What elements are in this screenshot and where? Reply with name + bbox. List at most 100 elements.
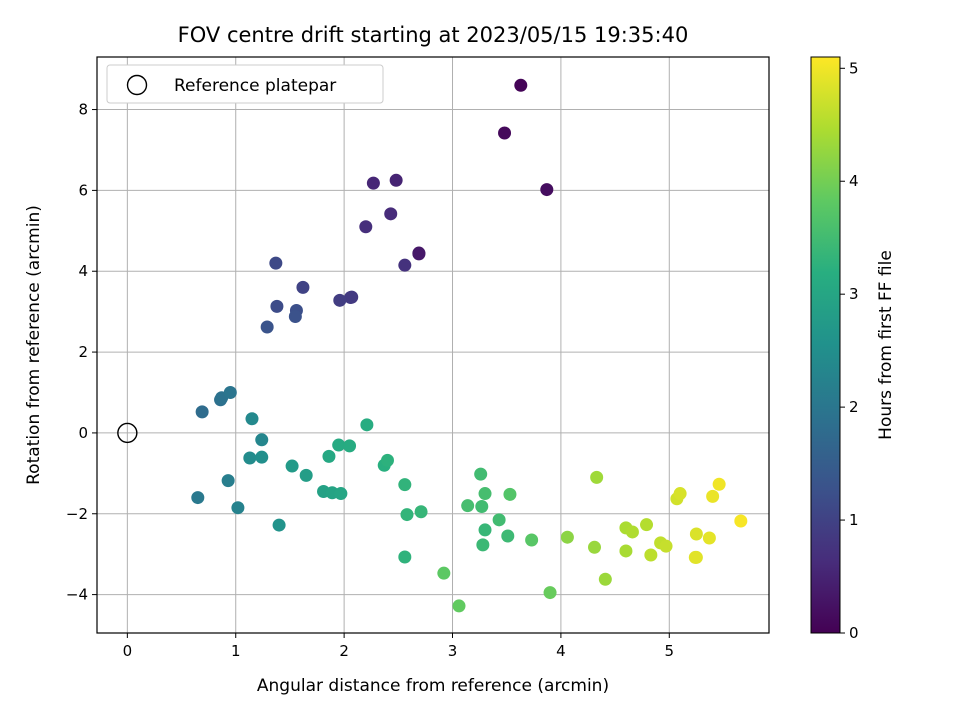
data-point	[640, 518, 654, 532]
data-point	[474, 467, 488, 481]
chart-title: FOV centre drift starting at 2023/05/15 …	[178, 23, 689, 47]
data-point	[255, 433, 269, 447]
data-point	[498, 126, 512, 140]
data-point	[400, 508, 414, 522]
colorbar-tick-label: 3	[849, 285, 859, 303]
data-point	[366, 176, 380, 190]
y-tick-label: −2	[66, 505, 88, 523]
colorbar-label: Hours from first FF file	[876, 250, 896, 440]
x-axis: 0 1 2 3 4 5	[123, 633, 674, 660]
data-point	[590, 470, 604, 484]
data-point	[270, 299, 284, 313]
y-tick-label: 4	[78, 262, 88, 280]
colorbar: 0 1 2 3 4 5 Hours from first FF file	[810, 56, 896, 642]
legend: Reference platepar	[106, 64, 384, 104]
data-point	[659, 539, 673, 553]
data-point	[587, 540, 601, 554]
y-axis: −4 −2 0 2 4 6 8	[66, 101, 97, 604]
reference-marker-layer	[117, 422, 138, 444]
data-point	[734, 514, 748, 528]
data-point	[288, 310, 302, 324]
data-point	[560, 530, 574, 544]
data-point	[702, 531, 716, 545]
y-tick-label: 6	[78, 181, 88, 199]
data-point	[389, 173, 403, 187]
data-point	[380, 453, 394, 467]
data-point	[525, 533, 539, 547]
data-point	[398, 478, 412, 492]
data-point	[461, 499, 475, 513]
data-point	[398, 550, 412, 564]
data-point	[644, 548, 658, 562]
data-point	[334, 487, 348, 501]
x-tick-label: 4	[556, 642, 566, 660]
x-tick-label: 0	[123, 642, 133, 660]
x-tick-label: 5	[665, 642, 675, 660]
data-point	[332, 438, 346, 452]
data-point	[478, 487, 492, 501]
x-tick-label: 1	[231, 642, 241, 660]
data-point	[243, 451, 257, 465]
y-tick-label: −4	[66, 586, 88, 604]
data-point	[398, 258, 412, 272]
data-point	[223, 385, 237, 399]
data-point	[673, 487, 687, 501]
data-point	[625, 525, 639, 539]
data-point	[296, 280, 310, 294]
data-point	[478, 523, 492, 537]
data-point	[269, 256, 283, 270]
data-point	[414, 505, 428, 519]
data-point	[322, 449, 336, 463]
legend-marker-circle-icon	[126, 74, 148, 96]
y-tick-label: 0	[78, 424, 88, 442]
data-point	[260, 320, 274, 334]
y-tick-label: 8	[78, 101, 88, 119]
y-axis-label: Rotation from reference (arcmin)	[24, 205, 44, 485]
colorbar-tick-label: 0	[849, 624, 859, 642]
data-point	[195, 405, 209, 419]
colorbar-tick-label: 2	[849, 398, 859, 416]
data-point	[333, 293, 347, 307]
data-points	[191, 78, 748, 613]
data-point	[688, 550, 702, 564]
colorbar-tick-label: 5	[849, 59, 859, 77]
x-tick-label: 2	[339, 642, 349, 660]
y-tick-label: 2	[78, 343, 88, 361]
x-axis-label: Angular distance from reference (arcmin)	[257, 676, 609, 696]
colorbar-tick-label: 4	[849, 172, 859, 190]
data-point	[299, 468, 313, 482]
data-point	[359, 220, 373, 234]
data-point	[255, 450, 269, 464]
data-point	[344, 291, 358, 305]
reference-platepar-marker	[117, 422, 138, 444]
data-point	[412, 247, 426, 261]
data-point	[245, 412, 259, 426]
plot-frame	[96, 56, 770, 634]
data-point	[272, 518, 286, 532]
data-point	[475, 499, 489, 513]
data-point	[540, 183, 554, 197]
data-point	[501, 529, 515, 543]
data-point	[706, 489, 720, 503]
data-point	[619, 544, 633, 558]
data-point	[476, 538, 490, 552]
data-point	[543, 586, 557, 600]
data-point	[712, 477, 726, 491]
data-point	[343, 439, 357, 453]
data-point	[452, 599, 466, 613]
colorbar-gradient	[810, 56, 841, 634]
colorbar-tick-label: 1	[849, 511, 859, 529]
legend-box	[106, 64, 384, 104]
data-point	[689, 527, 703, 541]
data-point	[191, 491, 205, 505]
data-point	[384, 207, 398, 221]
data-point	[360, 418, 374, 432]
data-point	[221, 474, 235, 488]
data-point	[437, 566, 451, 580]
data-point	[503, 487, 517, 501]
grid	[97, 57, 769, 633]
colorbar-ticks: 0 1 2 3 4 5	[840, 59, 859, 642]
data-point	[514, 78, 528, 92]
